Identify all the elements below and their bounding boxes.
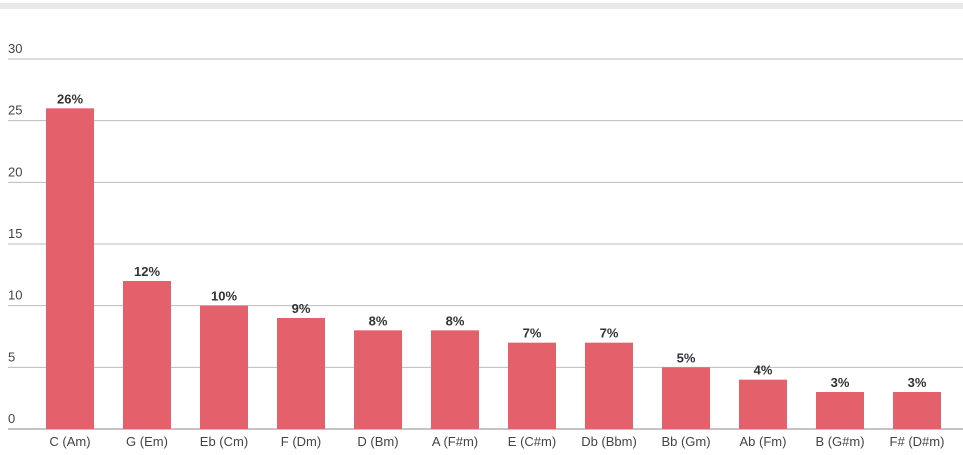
bar bbox=[200, 305, 248, 429]
x-tick-label: Ab (Fm) bbox=[740, 434, 787, 449]
bar bbox=[508, 342, 556, 429]
x-tick-label: E (C#m) bbox=[508, 434, 556, 449]
value-label: 12% bbox=[134, 264, 160, 279]
value-label: 8% bbox=[446, 313, 465, 328]
x-tick-label: F (Dm) bbox=[281, 434, 321, 449]
value-label: 10% bbox=[211, 289, 237, 304]
bar bbox=[739, 379, 787, 429]
y-tick-label: 10 bbox=[8, 288, 22, 303]
value-label: 7% bbox=[523, 326, 542, 341]
value-label: 3% bbox=[831, 375, 850, 390]
value-label: 7% bbox=[600, 326, 619, 341]
y-tick-label: 0 bbox=[8, 411, 15, 426]
y-tick-label: 5 bbox=[8, 349, 15, 364]
bar bbox=[277, 318, 325, 429]
x-tick-label: Eb (Cm) bbox=[200, 434, 248, 449]
y-tick-label: 15 bbox=[8, 226, 22, 241]
x-tick-label: B (G#m) bbox=[815, 434, 864, 449]
bar bbox=[46, 108, 94, 429]
x-tick-label: C (Am) bbox=[49, 434, 90, 449]
bar bbox=[123, 281, 171, 429]
bar bbox=[662, 367, 710, 429]
x-tick-label: Db (Bbm) bbox=[581, 434, 637, 449]
bar bbox=[585, 342, 633, 429]
bar bbox=[354, 330, 402, 429]
value-label: 8% bbox=[369, 313, 388, 328]
x-tick-label: Bb (Gm) bbox=[661, 434, 710, 449]
value-label: 3% bbox=[908, 375, 927, 390]
y-tick-label: 25 bbox=[8, 103, 22, 118]
x-tick-label: D (Bm) bbox=[357, 434, 398, 449]
x-tick-label: G (Em) bbox=[126, 434, 168, 449]
x-tick-label: F# (D#m) bbox=[890, 434, 945, 449]
bar bbox=[431, 330, 479, 429]
value-label: 5% bbox=[677, 350, 696, 365]
y-tick-label: 20 bbox=[8, 164, 22, 179]
bar bbox=[816, 392, 864, 429]
top-bar bbox=[0, 3, 963, 9]
x-tick-label: A (F#m) bbox=[432, 434, 478, 449]
value-label: 4% bbox=[754, 363, 773, 378]
bar bbox=[893, 392, 941, 429]
value-label: 26% bbox=[57, 91, 83, 106]
value-label: 9% bbox=[292, 301, 311, 316]
y-tick-label: 30 bbox=[8, 41, 22, 56]
